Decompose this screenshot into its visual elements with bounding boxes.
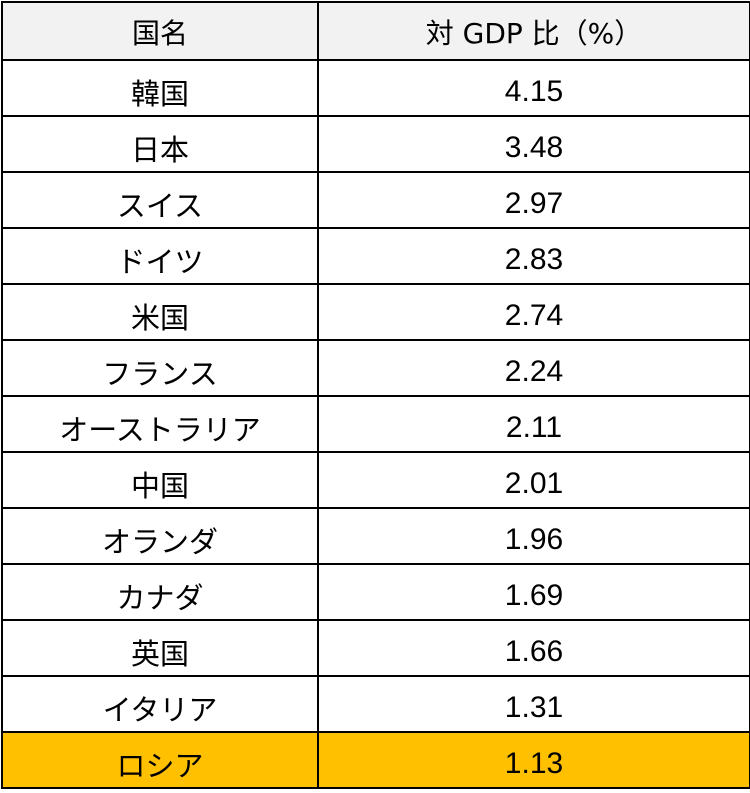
table-row: 英国 1.66 <box>1 619 750 677</box>
table-row: オーストラリア 2.11 <box>1 395 750 453</box>
gdp-ratio-cell: 2.74 <box>317 283 750 341</box>
table-row: 中国 2.01 <box>1 451 750 509</box>
table-row: 韓国 4.15 <box>1 59 750 117</box>
table-row: 日本 3.48 <box>1 115 750 173</box>
country-cell: イタリア <box>1 675 319 733</box>
gdp-ratio-cell: 2.97 <box>317 171 750 229</box>
country-cell: ドイツ <box>1 227 319 285</box>
gdp-ratio-cell: 3.48 <box>317 115 750 173</box>
table-row: イタリア 1.31 <box>1 675 750 733</box>
table-row: ドイツ 2.83 <box>1 227 750 285</box>
country-cell: 中国 <box>1 451 319 509</box>
header-row: 国名 対 GDP 比（%） <box>1 1 750 61</box>
country-cell: 米国 <box>1 283 319 341</box>
gdp-ratio-cell: 1.69 <box>317 563 750 621</box>
country-cell: 英国 <box>1 619 319 677</box>
country-cell: 韓国 <box>1 59 319 117</box>
gdp-ratio-cell: 2.24 <box>317 339 750 397</box>
table-row: スイス 2.97 <box>1 171 750 229</box>
gdp-ratio-cell: 1.13 <box>317 731 750 789</box>
column-header-gdp-ratio: 対 GDP 比（%） <box>317 1 750 61</box>
gdp-ratio-cell: 1.96 <box>317 507 750 565</box>
gdp-ratio-cell: 4.15 <box>317 59 750 117</box>
table-row: オランダ 1.96 <box>1 507 750 565</box>
gdp-ratio-cell: 2.83 <box>317 227 750 285</box>
gdp-ratio-cell: 1.66 <box>317 619 750 677</box>
country-cell: 日本 <box>1 115 319 173</box>
country-cell: フランス <box>1 339 319 397</box>
country-cell: ロシア <box>1 731 319 789</box>
table-row: カナダ 1.69 <box>1 563 750 621</box>
country-cell: オーストラリア <box>1 395 319 453</box>
table-body: 韓国 4.15 日本 3.48 スイス 2.97 ドイツ 2.83 米国 2.74 フランス 2.24… <box>1 59 750 789</box>
gdp-ratio-cell: 2.11 <box>317 395 750 453</box>
column-header-country: 国名 <box>1 1 319 61</box>
table-row: 米国 2.74 <box>1 283 750 341</box>
country-cell: スイス <box>1 171 319 229</box>
country-cell: カナダ <box>1 563 319 621</box>
gdp-ratio-cell: 2.01 <box>317 451 750 509</box>
country-cell: オランダ <box>1 507 319 565</box>
gdp-ratio-cell: 1.31 <box>317 675 750 733</box>
table-row: ロシア 1.13 <box>1 731 750 789</box>
table-row: フランス 2.24 <box>1 339 750 397</box>
